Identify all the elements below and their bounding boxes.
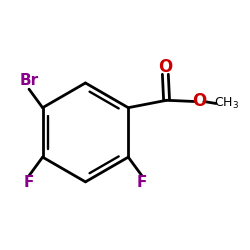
Text: F: F [137, 175, 147, 190]
Text: O: O [192, 92, 206, 110]
Text: F: F [24, 175, 34, 190]
Text: Br: Br [20, 74, 38, 88]
Text: CH$_3$: CH$_3$ [214, 96, 239, 111]
Text: O: O [158, 58, 172, 76]
